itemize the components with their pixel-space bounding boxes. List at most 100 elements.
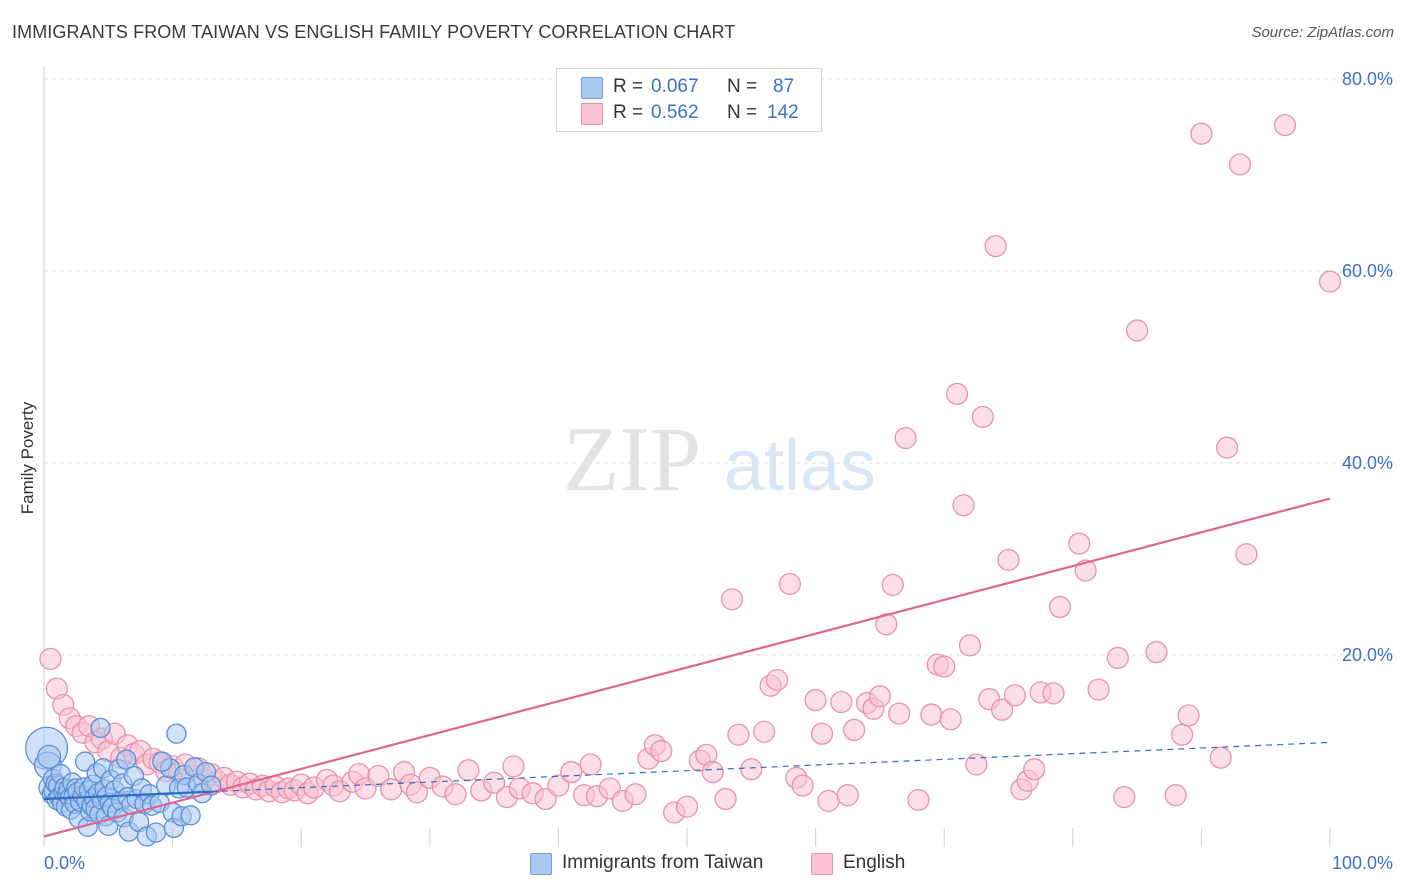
stats-r-label: R = bbox=[613, 76, 644, 97]
y-tick-label: 40.0% bbox=[1342, 453, 1393, 473]
data-point bbox=[720, 588, 744, 611]
data-point bbox=[367, 764, 390, 788]
data-point bbox=[894, 426, 917, 450]
data-point bbox=[765, 668, 789, 692]
data-point bbox=[145, 822, 167, 843]
stats-swatch-english bbox=[581, 103, 603, 125]
stats-swatch-taiwan bbox=[581, 77, 603, 99]
y-tick-label: 80.0% bbox=[1342, 69, 1393, 89]
stats-row-english: R = 0.562 N = 142 bbox=[557, 100, 821, 126]
data-point bbox=[624, 783, 647, 806]
data-point bbox=[1042, 682, 1065, 705]
x-tick-label-min: 0.0% bbox=[44, 853, 85, 873]
data-point bbox=[1209, 746, 1232, 769]
data-point bbox=[1087, 678, 1110, 701]
data-point bbox=[990, 698, 1014, 721]
data-point bbox=[1023, 758, 1046, 781]
stats-r-value: 0.067 bbox=[651, 76, 699, 97]
series-taiwan-points bbox=[25, 717, 222, 847]
data-point bbox=[579, 753, 602, 776]
legend-label-taiwan: Immigrants from Taiwan bbox=[562, 852, 764, 873]
data-point bbox=[804, 689, 827, 712]
data-point bbox=[933, 655, 956, 678]
data-point bbox=[1216, 436, 1239, 459]
data-point bbox=[166, 723, 187, 744]
data-point bbox=[37, 744, 62, 769]
data-point bbox=[180, 805, 201, 826]
data-point bbox=[965, 753, 988, 776]
data-point bbox=[1003, 684, 1027, 707]
stats-box: R = 0.067 N = 87 R = 0.562 N = 142 bbox=[556, 68, 822, 132]
data-point bbox=[1318, 270, 1342, 293]
data-point bbox=[1190, 122, 1213, 145]
data-point bbox=[547, 774, 570, 797]
regression-line-taiwan bbox=[43, 790, 212, 801]
stats-r-value: 0.562 bbox=[651, 102, 699, 123]
stats-n-value: 142 bbox=[767, 102, 799, 123]
data-point bbox=[457, 759, 480, 782]
watermark-atlas: atlas bbox=[724, 426, 876, 506]
grid-layer bbox=[43, 66, 1392, 847]
y-tick-label: 20.0% bbox=[1342, 645, 1393, 665]
data-point bbox=[1113, 785, 1136, 809]
data-point bbox=[405, 781, 429, 804]
stats-r-label: R = bbox=[613, 102, 644, 123]
series-english-points bbox=[39, 113, 1342, 824]
tick-labels: 20.0% 40.0% 60.0% 80.0% 0.0% 100.0% bbox=[44, 69, 1393, 873]
data-point bbox=[444, 783, 467, 806]
data-point bbox=[952, 494, 975, 517]
watermark: ZIP atlas bbox=[563, 408, 876, 510]
data-point bbox=[984, 234, 1007, 258]
stats-n-value: 87 bbox=[773, 76, 795, 97]
data-point bbox=[920, 703, 943, 726]
data-point bbox=[482, 771, 506, 794]
data-point bbox=[39, 647, 62, 670]
data-point bbox=[810, 722, 834, 745]
data-point bbox=[1228, 153, 1252, 176]
data-point bbox=[560, 761, 583, 784]
data-point bbox=[714, 787, 737, 811]
y-tick-label: 60.0% bbox=[1342, 261, 1393, 281]
data-point bbox=[881, 573, 904, 597]
data-point bbox=[843, 718, 866, 741]
stats-n-label: N = bbox=[727, 76, 758, 97]
data-point bbox=[868, 685, 892, 708]
data-point bbox=[875, 613, 898, 636]
data-point bbox=[1177, 704, 1200, 727]
data-point bbox=[1048, 595, 1072, 619]
data-point bbox=[817, 789, 840, 813]
regression-lines bbox=[43, 497, 1331, 838]
data-point bbox=[650, 739, 673, 763]
legend-swatch-english bbox=[811, 853, 833, 875]
legend-label-english: English bbox=[843, 852, 906, 873]
stats-n-label: N = bbox=[727, 102, 758, 123]
regression-line-english bbox=[43, 497, 1331, 838]
data-point bbox=[778, 572, 801, 596]
data-point bbox=[939, 708, 962, 731]
data-point bbox=[1235, 543, 1258, 566]
data-point bbox=[727, 723, 750, 746]
y-axis-label: Family Poverty bbox=[18, 401, 37, 515]
data-point bbox=[675, 795, 699, 818]
data-point bbox=[1126, 319, 1149, 342]
data-point bbox=[380, 778, 403, 801]
data-point bbox=[502, 755, 525, 778]
data-point bbox=[1171, 723, 1194, 746]
chart-source: Source: ZipAtlas.com bbox=[1251, 24, 1394, 41]
data-point bbox=[740, 758, 763, 781]
data-point bbox=[888, 702, 911, 725]
data-point bbox=[1068, 532, 1091, 555]
data-point bbox=[1106, 646, 1129, 669]
data-point bbox=[907, 788, 930, 812]
data-point bbox=[836, 784, 859, 807]
data-point bbox=[701, 761, 724, 784]
data-point bbox=[90, 717, 111, 739]
data-point bbox=[830, 690, 853, 714]
data-point bbox=[152, 751, 173, 772]
data-point bbox=[1164, 784, 1187, 807]
data-point bbox=[1273, 113, 1297, 137]
data-point bbox=[1074, 559, 1097, 582]
chart-title: IMMIGRANTS FROM TAIWAN VS ENGLISH FAMILY… bbox=[12, 22, 736, 42]
data-point bbox=[791, 774, 814, 797]
